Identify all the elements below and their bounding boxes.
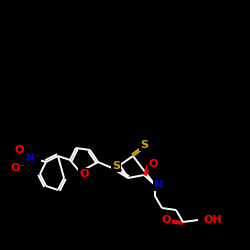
Text: O: O (14, 145, 24, 155)
Text: O: O (79, 169, 89, 179)
Text: O⁻: O⁻ (10, 163, 26, 173)
Text: O: O (161, 215, 171, 225)
Text: N⁺: N⁺ (26, 153, 40, 163)
Text: O: O (148, 159, 158, 169)
Text: S: S (140, 140, 148, 150)
Text: N: N (154, 180, 164, 190)
Text: OH: OH (203, 215, 222, 225)
Text: S: S (112, 161, 120, 171)
